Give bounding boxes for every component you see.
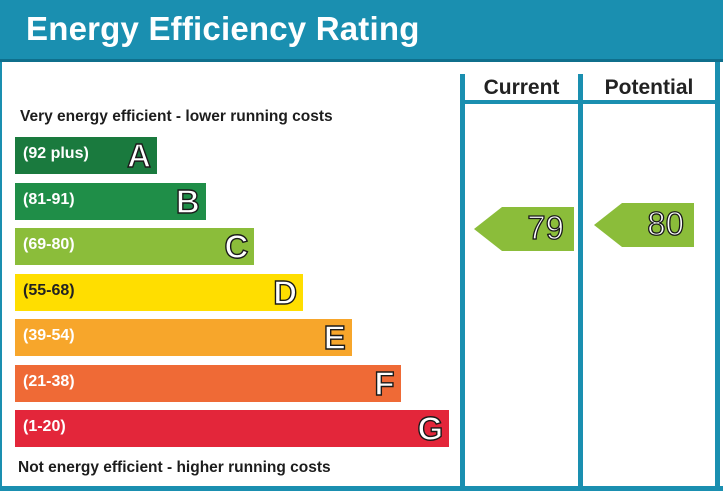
band-range-label: (21-38) — [23, 372, 75, 390]
band-d: (55-68) D — [15, 273, 304, 311]
band-range-label: (1-20) — [23, 418, 66, 435]
current-column-right-divider — [578, 74, 583, 489]
band-c: (69-80) C — [15, 227, 255, 266]
band-a: (92 plus) A — [15, 136, 157, 175]
column-header-underline — [462, 100, 720, 104]
band-range-label: (92 plus) — [23, 145, 89, 162]
band-range-label: (69-80) — [23, 236, 75, 253]
inefficient-caption: Not energy efficient - higher running co… — [18, 459, 331, 476]
band-letter: D — [273, 273, 298, 311]
current-arrow-shape — [474, 207, 574, 251]
band-letter: C — [224, 227, 249, 265]
potential-rating-arrow: 80 — [594, 203, 694, 247]
band-f: (21-38) F — [15, 364, 401, 402]
band-letter: A — [126, 136, 151, 174]
band-letter: B — [175, 182, 200, 220]
band-e: (39-54) E — [15, 318, 352, 357]
current-column-left-divider — [460, 74, 465, 489]
band-range-label: (81-91) — [23, 190, 75, 208]
band-g: (1-20) G — [15, 409, 450, 448]
chart-title: Energy Efficiency Rating — [26, 10, 420, 47]
current-rating-value: 79 — [527, 208, 565, 246]
band-letter: F — [374, 364, 396, 402]
band-letter: G — [417, 409, 444, 447]
band-b: (81-91) B — [15, 182, 206, 220]
frame-left-border — [0, 62, 2, 490]
current-column-header: Current — [483, 76, 560, 99]
rating-header: Energy Efficiency Rating — [0, 0, 723, 62]
potential-rating-value: 80 — [647, 204, 685, 242]
potential-arrow-shape — [594, 203, 694, 247]
band-range-label: (55-68) — [23, 281, 75, 299]
efficient-caption: Very energy efficient - lower running co… — [20, 108, 333, 125]
band-range-label: (39-54) — [23, 327, 75, 344]
potential-column-header: Potential — [604, 76, 694, 99]
frame-right-border — [715, 62, 720, 490]
frame-bottom-border — [0, 486, 723, 491]
band-letter: E — [323, 318, 346, 356]
current-rating-arrow: 79 — [474, 207, 574, 251]
